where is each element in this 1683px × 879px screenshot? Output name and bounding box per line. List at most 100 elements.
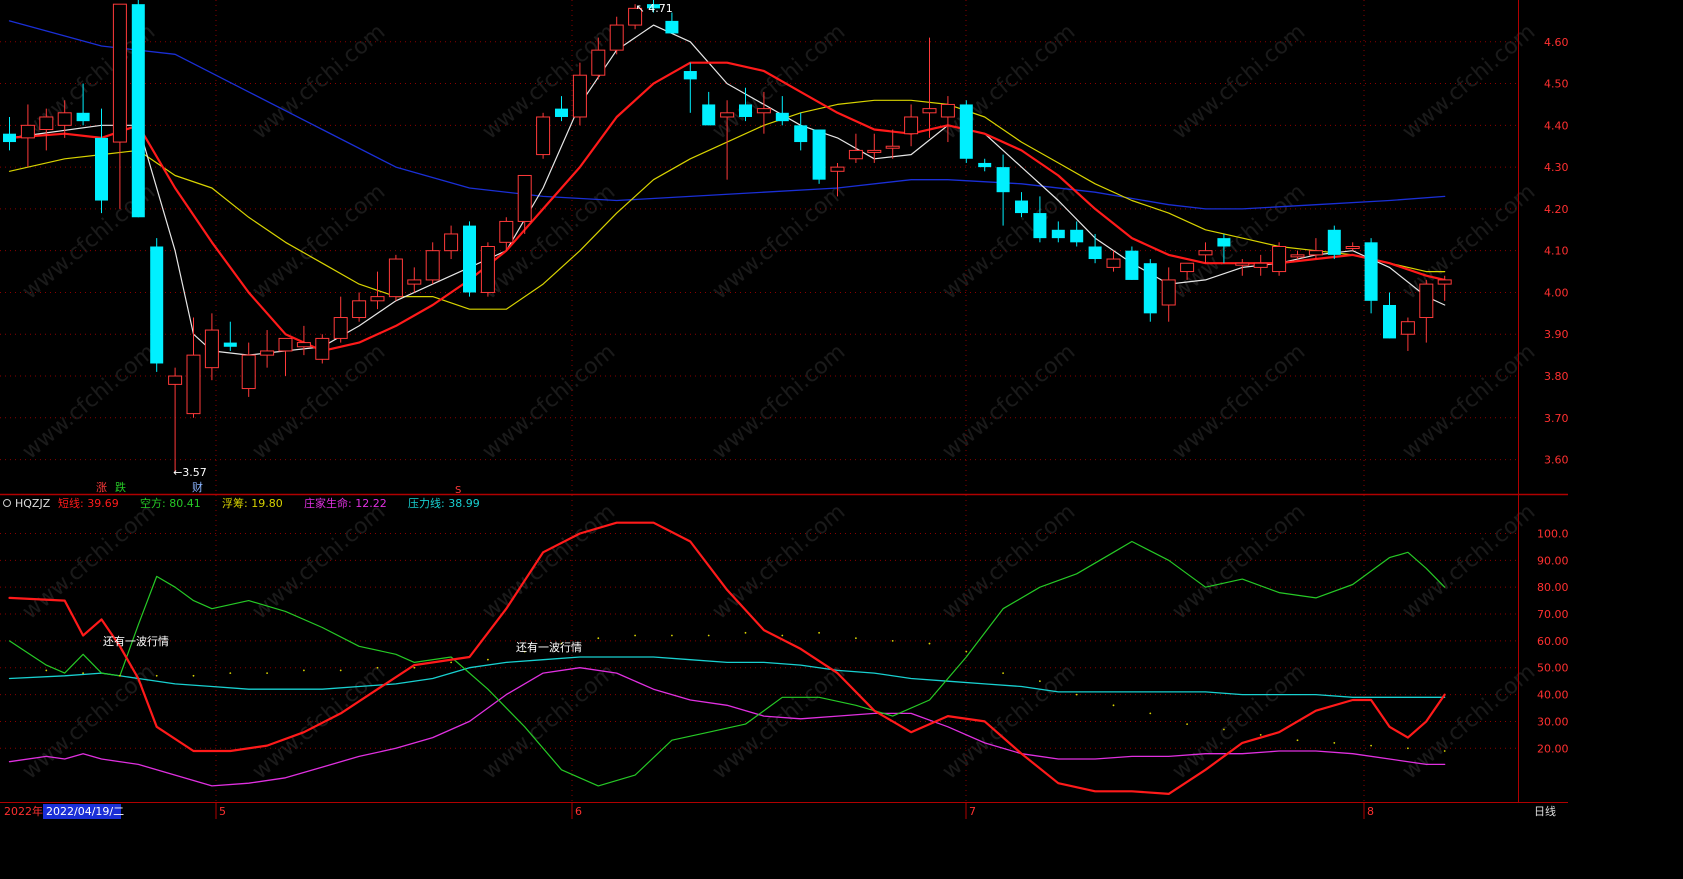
candle[interactable] bbox=[296, 325, 311, 356]
candle[interactable] bbox=[702, 91, 716, 126]
candle[interactable] bbox=[480, 242, 495, 297]
candle[interactable] bbox=[739, 87, 752, 122]
candle[interactable] bbox=[665, 12, 679, 34]
candle[interactable] bbox=[922, 37, 937, 138]
indicator-toggle-icon[interactable] bbox=[3, 499, 11, 507]
candle-body-up bbox=[57, 112, 72, 126]
candle[interactable] bbox=[315, 334, 330, 364]
candle[interactable] bbox=[1070, 221, 1084, 247]
candle[interactable] bbox=[996, 154, 1010, 226]
candle[interactable] bbox=[223, 321, 237, 351]
candle[interactable] bbox=[20, 104, 35, 168]
floating-dot bbox=[560, 642, 563, 645]
candle[interactable] bbox=[425, 242, 440, 285]
candle[interactable] bbox=[1327, 225, 1341, 260]
chart-canvas[interactable]: www.cfchi.com www.cfchi.com www.cfchi.com w… bbox=[0, 0, 1568, 819]
watermark-text: www.cfchi.com bbox=[1168, 339, 1310, 464]
candle[interactable] bbox=[260, 330, 275, 368]
candle[interactable] bbox=[499, 217, 514, 251]
floating-dot bbox=[1259, 733, 1262, 736]
candlestick-series[interactable] bbox=[3, 0, 1452, 473]
candle[interactable] bbox=[1051, 221, 1065, 243]
candle-body-up bbox=[204, 329, 219, 369]
candle[interactable] bbox=[278, 337, 293, 377]
candle-body-up bbox=[830, 166, 845, 172]
candle[interactable] bbox=[39, 108, 54, 151]
indicator-header: HQZJZ 短线: 39.69 空方: 80.41 浮筹: 19.80 庄家生命: 12… bbox=[3, 496, 480, 510]
candle[interactable] bbox=[1400, 317, 1415, 351]
candle[interactable] bbox=[1253, 254, 1268, 276]
candle[interactable] bbox=[57, 100, 72, 138]
candle[interactable] bbox=[959, 100, 973, 163]
watermark-text: www.cfchi.com bbox=[478, 339, 620, 464]
cursor-date-label: 2022/04/19/二 bbox=[46, 805, 124, 818]
watermark-text: www.cfchi.com bbox=[248, 179, 390, 304]
candle[interactable] bbox=[186, 317, 201, 418]
candle[interactable] bbox=[1125, 246, 1139, 280]
candle[interactable] bbox=[978, 158, 992, 172]
candle[interactable] bbox=[572, 62, 587, 126]
candle[interactable] bbox=[683, 62, 697, 113]
candle-body-up bbox=[186, 354, 201, 415]
candle[interactable] bbox=[388, 254, 403, 301]
candle[interactable] bbox=[1217, 233, 1231, 264]
price-tick-label: 4.20 bbox=[1544, 203, 1568, 216]
candle-body-down bbox=[1088, 246, 1102, 260]
signal-note: 还有一波行情 bbox=[516, 640, 582, 654]
candle[interactable] bbox=[517, 174, 532, 234]
candle[interactable] bbox=[131, 0, 145, 218]
candle[interactable] bbox=[794, 112, 808, 151]
candle[interactable] bbox=[1364, 238, 1378, 314]
candle[interactable] bbox=[3, 116, 16, 151]
candle[interactable] bbox=[1235, 259, 1250, 276]
candle[interactable] bbox=[536, 112, 551, 159]
candle[interactable] bbox=[848, 133, 863, 163]
candle[interactable] bbox=[1143, 259, 1157, 322]
candle[interactable] bbox=[904, 104, 919, 147]
candle[interactable] bbox=[775, 96, 789, 126]
candle[interactable] bbox=[609, 16, 624, 55]
candle[interactable] bbox=[463, 221, 476, 297]
candle[interactable] bbox=[647, 0, 660, 13]
indicator-legend-item: 庄家生命: 12.22 bbox=[304, 496, 387, 510]
candle[interactable] bbox=[628, 4, 643, 30]
candle[interactable] bbox=[1345, 242, 1360, 251]
candle[interactable] bbox=[1015, 192, 1028, 218]
candle[interactable] bbox=[867, 133, 882, 163]
candle[interactable] bbox=[95, 108, 108, 214]
candle[interactable] bbox=[1383, 292, 1396, 339]
candle[interactable] bbox=[812, 129, 826, 184]
candle[interactable] bbox=[1290, 250, 1305, 260]
candle[interactable] bbox=[1308, 238, 1323, 260]
candle[interactable] bbox=[1033, 196, 1047, 243]
candle[interactable] bbox=[333, 296, 348, 343]
candle[interactable] bbox=[1419, 279, 1434, 343]
candle[interactable] bbox=[76, 83, 90, 126]
candle[interactable] bbox=[591, 37, 606, 80]
candle[interactable] bbox=[150, 238, 164, 372]
candle[interactable] bbox=[112, 3, 127, 209]
candle[interactable] bbox=[1161, 267, 1176, 322]
candle[interactable] bbox=[370, 271, 385, 310]
candle[interactable] bbox=[1106, 250, 1121, 272]
candle[interactable] bbox=[444, 225, 459, 260]
banker-life-line bbox=[8, 667, 1446, 787]
candle[interactable] bbox=[720, 100, 735, 180]
candle[interactable] bbox=[1180, 262, 1195, 280]
candle[interactable] bbox=[555, 96, 568, 122]
candle[interactable] bbox=[407, 267, 422, 293]
candle[interactable] bbox=[1088, 233, 1102, 264]
candle[interactable] bbox=[204, 313, 219, 381]
candle[interactable] bbox=[885, 129, 900, 159]
indicator-tick-label: 100.0 bbox=[1537, 527, 1568, 540]
candle[interactable] bbox=[1198, 242, 1213, 264]
candle[interactable] bbox=[168, 367, 183, 473]
candle[interactable] bbox=[1437, 275, 1452, 301]
candle[interactable] bbox=[352, 292, 367, 322]
candle[interactable] bbox=[1272, 242, 1287, 276]
candle[interactable] bbox=[241, 342, 256, 397]
candle[interactable] bbox=[756, 91, 771, 134]
watermark-text: www.cfchi.com bbox=[708, 179, 850, 304]
candle[interactable] bbox=[830, 162, 845, 197]
candle[interactable] bbox=[940, 96, 955, 143]
